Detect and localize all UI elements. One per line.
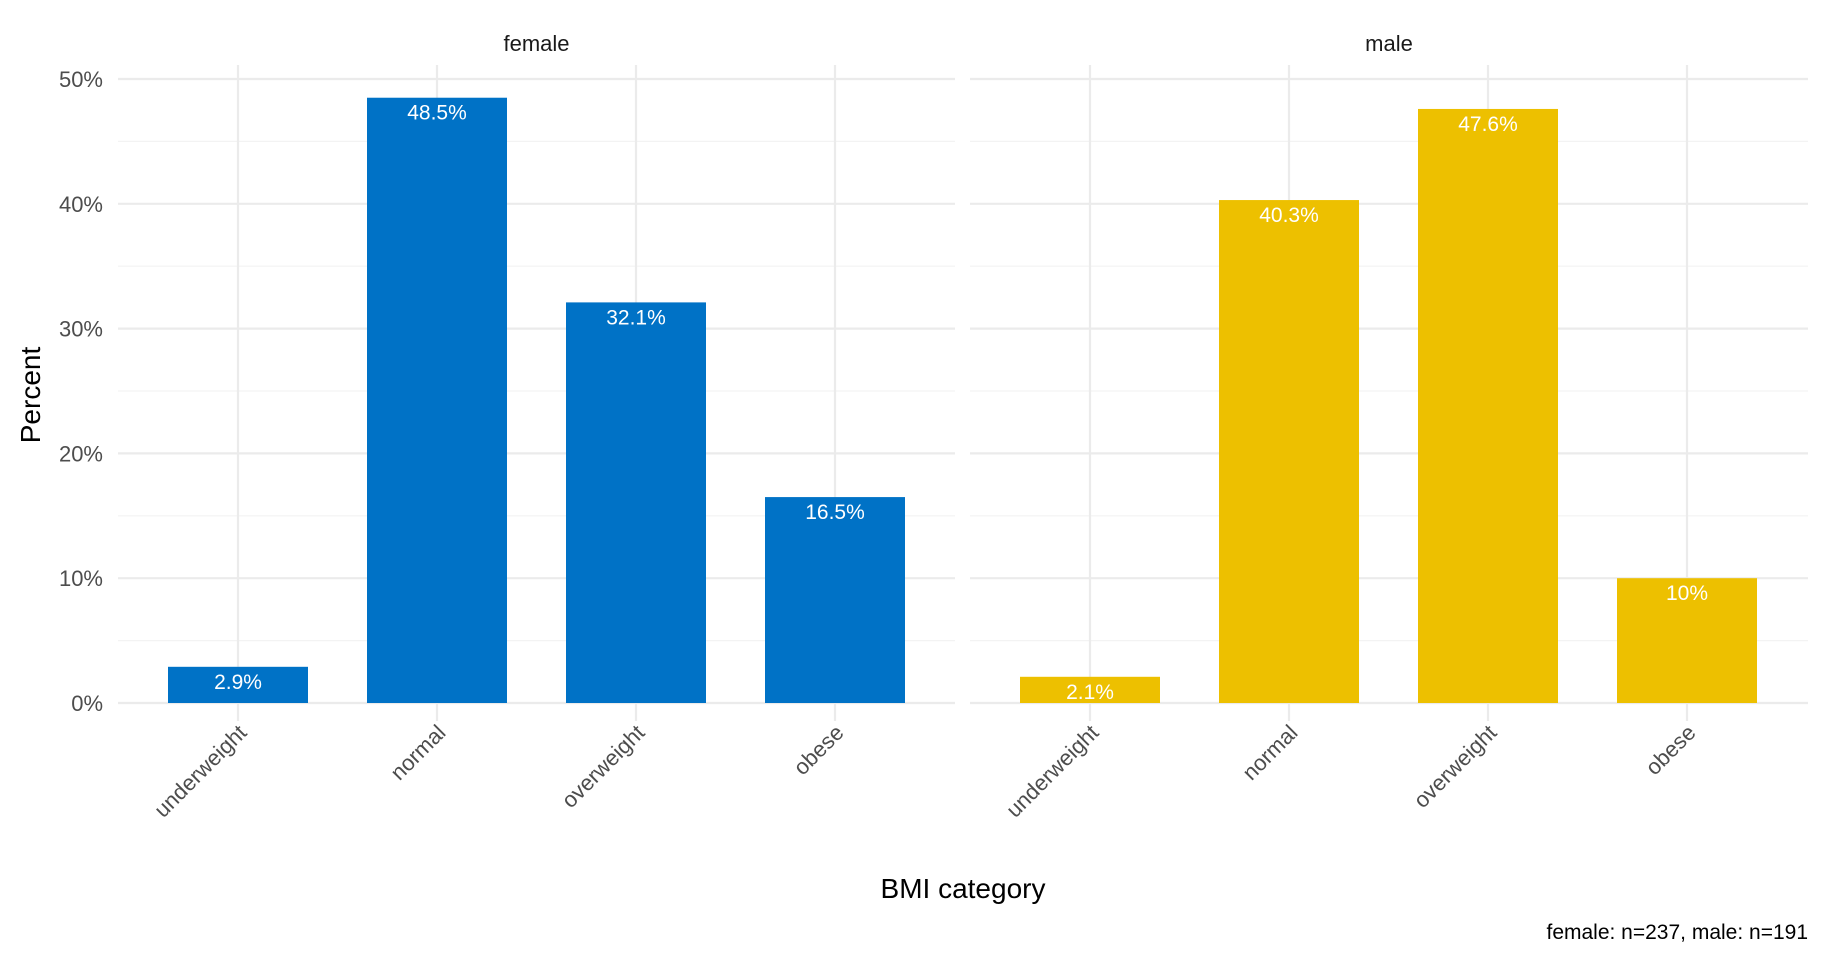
bar-male-overweight	[1418, 108, 1558, 703]
bar-value-label: 10%	[1666, 582, 1708, 605]
caption: female: n=237, male: n=191	[1546, 921, 1808, 944]
x-tick-label: obese	[1640, 720, 1700, 780]
x-tick-label: obese	[788, 720, 848, 780]
bar-value-label: 48.5%	[407, 102, 467, 125]
x-tick-label: overweight	[1409, 720, 1502, 813]
y-tick-label: 0%	[71, 691, 103, 716]
facet-strip-labels: female male	[503, 31, 1412, 56]
x-tick-label: underweight	[149, 720, 251, 822]
bar-male-underweight	[1020, 676, 1160, 703]
bar-female-normal	[367, 97, 507, 704]
y-tick-labels: 0% 10% 20% 30% 40% 50%	[59, 67, 103, 716]
bar-labels: 2.9% 48.5% 32.1% 16.5% 2.1% 40.3% 47.6% 10%	[214, 102, 1708, 704]
y-tick-label: 40%	[59, 192, 103, 217]
bar-value-label: 40.3%	[1259, 204, 1319, 227]
x-tick-labels: underweight normal overweight obese underwei…	[149, 720, 1700, 822]
bar-value-label: 2.1%	[1066, 681, 1114, 704]
bars	[168, 97, 1757, 704]
bar-value-label: 32.1%	[606, 306, 666, 329]
bar-male-obese	[1617, 578, 1757, 703]
x-tick-label: normal	[385, 720, 450, 785]
y-axis-title: Percent	[15, 347, 46, 444]
facet-label-female: female	[503, 31, 569, 56]
x-tick-label: normal	[1237, 720, 1302, 785]
bar-value-label: 2.9%	[214, 671, 262, 694]
facet-label-male: male	[1365, 31, 1413, 56]
bar-male-normal	[1219, 200, 1359, 703]
bar-value-label: 16.5%	[805, 501, 865, 524]
x-tick-label: underweight	[1001, 720, 1103, 822]
bar-value-label: 47.6%	[1458, 113, 1518, 136]
y-tick-label: 30%	[59, 317, 103, 342]
bar-female-obese	[765, 497, 905, 703]
x-tick-label: overweight	[557, 720, 650, 813]
x-axis-title: BMI category	[881, 873, 1046, 904]
y-tick-label: 20%	[59, 441, 103, 466]
y-tick-label: 10%	[59, 566, 103, 591]
bar-female-underweight	[168, 666, 308, 703]
bar-female-overweight	[566, 302, 706, 703]
y-tick-label: 50%	[59, 67, 103, 92]
